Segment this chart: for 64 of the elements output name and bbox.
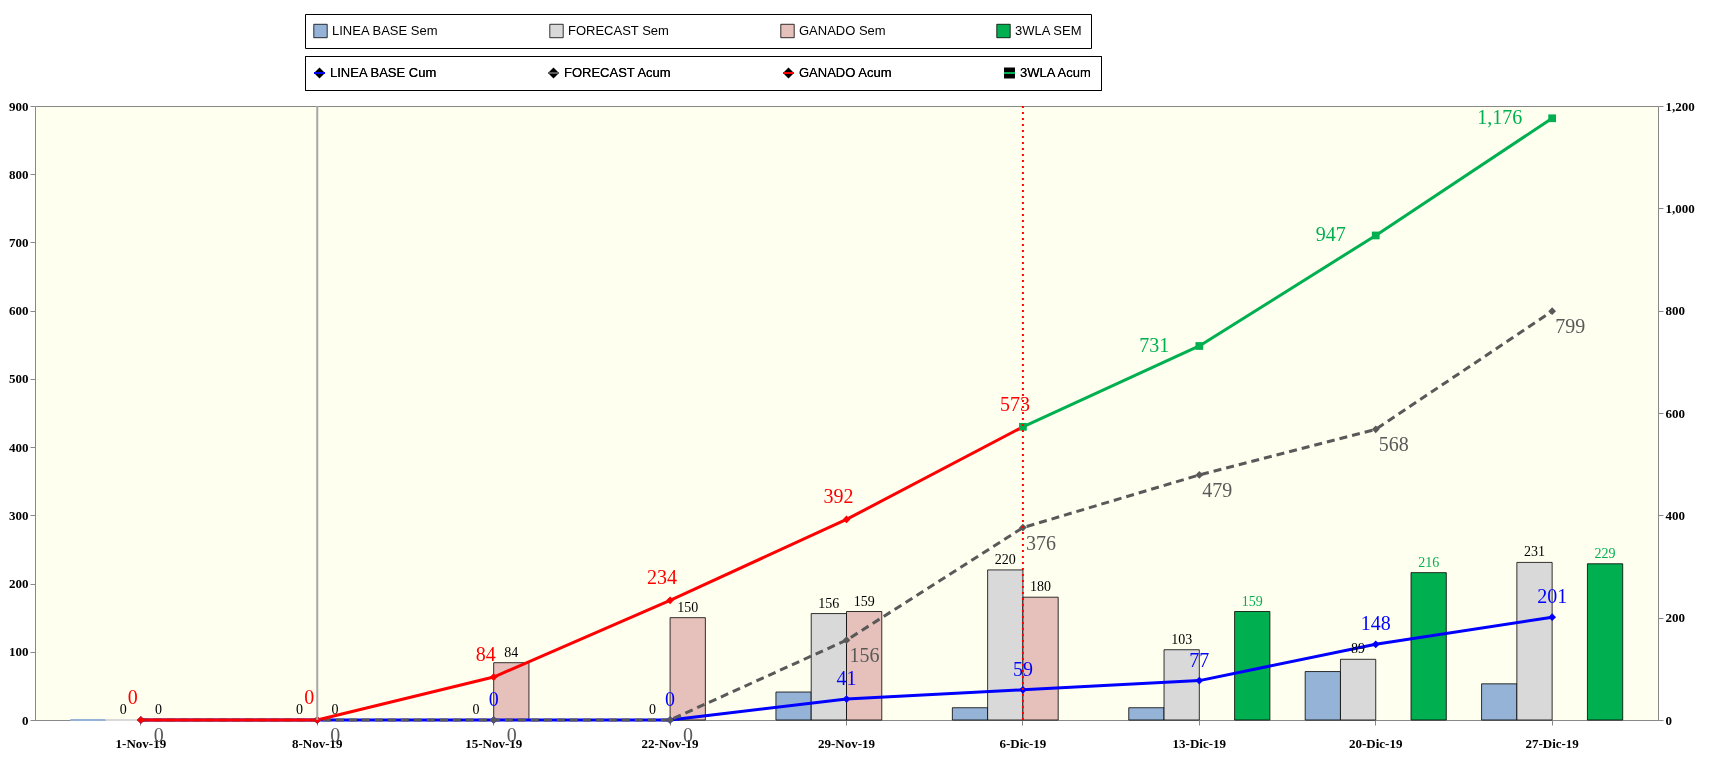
legend-label: LINEA BASE Cum — [330, 65, 437, 80]
data-label: 148 — [1360, 612, 1391, 635]
y2-tick-label: 400 — [1665, 507, 1685, 523]
data-label: 0 — [119, 702, 127, 717]
data-label: 229 — [1594, 545, 1616, 561]
data-label: 156 — [849, 644, 880, 667]
y2-tick-label: 0 — [1665, 712, 1672, 728]
legend-label: GANADO Sem — [799, 23, 886, 38]
data-label: 573 — [999, 392, 1030, 415]
data-label: 159 — [853, 593, 875, 609]
data-label: 156 — [818, 595, 840, 611]
data-label: 392 — [823, 485, 854, 508]
data-label: 731 — [1139, 333, 1170, 356]
data-label: 103 — [1171, 631, 1193, 647]
data-label: 84 — [504, 644, 519, 660]
data-label: 0 — [304, 686, 315, 708]
y-tick-label: 700 — [9, 234, 29, 250]
data-label: 234 — [647, 566, 678, 589]
y2-tick-label: 200 — [1665, 610, 1685, 626]
data-label: 216 — [1418, 554, 1440, 570]
y-tick-label: 400 — [9, 439, 29, 455]
data-label: 376 — [1025, 531, 1056, 554]
y2-tick-label: 800 — [1665, 303, 1685, 319]
x-tick-label: 20-Dic-19 — [1349, 735, 1403, 751]
y-tick-label: 300 — [9, 507, 29, 523]
data-label: 1,176 — [1477, 106, 1523, 129]
data-label: 231 — [1524, 544, 1546, 560]
y-tick-label: 0 — [22, 712, 29, 728]
data-label: 180 — [1030, 579, 1052, 595]
legend-label: 3WLA SEM — [1015, 23, 1082, 38]
data-label: 947 — [1315, 223, 1346, 246]
data-label: 568 — [1378, 433, 1409, 456]
legend-label: FORECAST Sem — [568, 23, 669, 38]
legend-label: FORECAST Acum — [564, 65, 671, 80]
y-tick-label: 800 — [9, 166, 29, 182]
data-label: 201 — [1537, 585, 1568, 608]
y-tick-label: 500 — [9, 371, 29, 387]
y-tick-label: 200 — [9, 576, 29, 592]
legend-label: 3WLA Acum — [1020, 65, 1091, 80]
y-tick-label: 100 — [9, 644, 29, 660]
data-label: 84 — [475, 643, 496, 666]
data-label: 0 — [127, 686, 138, 708]
data-label: 0 — [665, 688, 676, 710]
data-label: 0 — [296, 702, 304, 717]
y2-tick-label: 1,200 — [1665, 98, 1695, 114]
y-tick-label: 600 — [9, 303, 29, 319]
data-label: 150 — [677, 599, 699, 615]
x-tick-label: 13-Dic-19 — [1172, 735, 1227, 751]
data-label: 799 — [1555, 315, 1586, 338]
data-label: 159 — [1241, 593, 1263, 609]
legend-label: GANADO Acum — [799, 65, 892, 80]
data-label: 0 — [154, 702, 162, 717]
x-tick-label: 27-Dic-19 — [1525, 735, 1580, 751]
x-tick-label: 29-Nov-19 — [817, 735, 876, 751]
data-label: 479 — [1202, 478, 1233, 501]
legend-label: LINEA BASE Sem — [332, 23, 438, 38]
y2-tick-label: 1,000 — [1665, 200, 1695, 216]
y2-tick-label: 600 — [1665, 405, 1685, 421]
y-tick-label: 900 — [9, 98, 29, 114]
data-label: 0 — [331, 702, 339, 717]
data-label: 0 — [648, 702, 656, 717]
x-tick-label: 6-Dic-19 — [999, 735, 1047, 751]
data-label: 220 — [994, 551, 1016, 567]
data-label: 0 — [472, 702, 480, 717]
